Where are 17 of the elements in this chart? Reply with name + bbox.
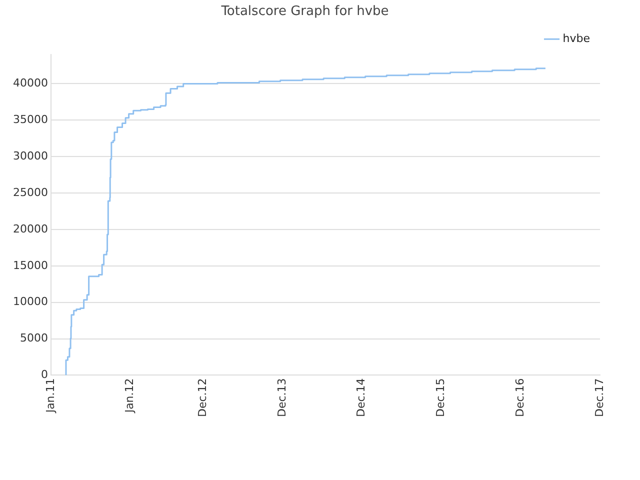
x-tick-label: Dec.16: [514, 378, 527, 417]
y-tick-label: 10000: [12, 295, 48, 308]
y-tick-label: 15000: [12, 258, 48, 272]
x-tick-label: Jan.12: [123, 378, 136, 414]
y-tick-label: 5000: [20, 332, 48, 345]
chart-title: Totalscore Graph for hvbe: [220, 4, 389, 20]
legend-label: hvbe: [562, 32, 590, 45]
y-tick-label: 20000: [12, 222, 48, 236]
y-tick-label: 30000: [12, 149, 48, 162]
y-tick-label: 40000: [12, 76, 48, 90]
x-tick-label: Dec.14: [354, 378, 368, 417]
x-tick-label: Dec.15: [434, 378, 447, 417]
x-tick-label: Dec.13: [275, 378, 288, 417]
y-tick-label: 35000: [12, 113, 48, 126]
y-tick-label: 25000: [12, 186, 48, 199]
x-tick-label: Dec.17: [592, 378, 606, 417]
x-tick-label: Dec.12: [196, 378, 209, 417]
